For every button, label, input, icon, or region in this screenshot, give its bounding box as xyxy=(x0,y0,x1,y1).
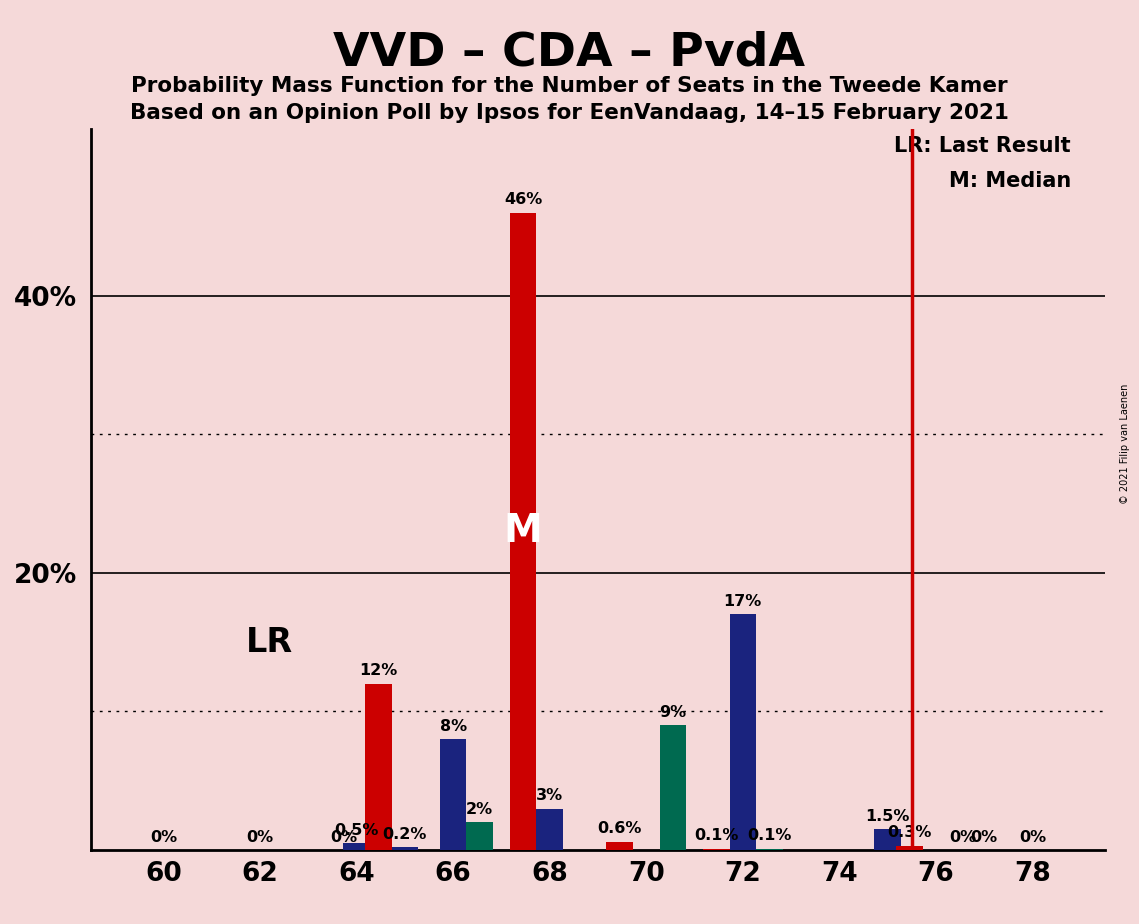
Bar xyxy=(729,614,756,850)
Bar xyxy=(606,842,633,850)
Bar xyxy=(536,808,563,850)
Text: 2%: 2% xyxy=(466,802,493,817)
Bar xyxy=(440,739,467,850)
Text: 0.6%: 0.6% xyxy=(598,821,642,836)
Bar xyxy=(875,830,901,850)
Text: 0%: 0% xyxy=(970,830,998,845)
Text: 3%: 3% xyxy=(536,788,564,803)
Text: 0%: 0% xyxy=(150,830,177,845)
Text: 0%: 0% xyxy=(330,830,357,845)
Text: LR: LR xyxy=(246,626,293,659)
Text: M: M xyxy=(503,512,542,551)
Text: 0.3%: 0.3% xyxy=(887,825,932,841)
Bar xyxy=(510,213,536,850)
Bar xyxy=(756,849,782,850)
Text: 0%: 0% xyxy=(949,830,976,845)
Bar xyxy=(467,822,493,850)
Text: Based on an Opinion Poll by Ipsos for EenVandaag, 14–15 February 2021: Based on an Opinion Poll by Ipsos for Ee… xyxy=(130,103,1009,124)
Bar xyxy=(896,846,923,850)
Text: 8%: 8% xyxy=(440,719,467,734)
Text: 0%: 0% xyxy=(1019,830,1046,845)
Text: 17%: 17% xyxy=(723,594,762,609)
Text: 46%: 46% xyxy=(505,192,542,207)
Text: © 2021 Filip van Laenen: © 2021 Filip van Laenen xyxy=(1121,383,1130,504)
Text: 12%: 12% xyxy=(359,663,398,678)
Text: 0.1%: 0.1% xyxy=(694,828,738,844)
Text: VVD – CDA – PvdA: VVD – CDA – PvdA xyxy=(334,30,805,76)
Text: 9%: 9% xyxy=(659,705,687,720)
Text: 1.5%: 1.5% xyxy=(866,808,910,824)
Text: Probability Mass Function for the Number of Seats in the Tweede Kamer: Probability Mass Function for the Number… xyxy=(131,76,1008,96)
Text: 0.1%: 0.1% xyxy=(747,828,792,844)
Text: 0.2%: 0.2% xyxy=(383,827,427,842)
Bar xyxy=(366,684,392,850)
Bar xyxy=(392,847,418,850)
Bar xyxy=(703,849,729,850)
Bar xyxy=(343,844,370,850)
Text: LR: Last Result: LR: Last Result xyxy=(894,136,1071,156)
Bar xyxy=(659,725,686,850)
Text: 0.5%: 0.5% xyxy=(335,822,379,838)
Text: 0%: 0% xyxy=(246,830,273,845)
Text: M: Median: M: Median xyxy=(949,171,1071,191)
